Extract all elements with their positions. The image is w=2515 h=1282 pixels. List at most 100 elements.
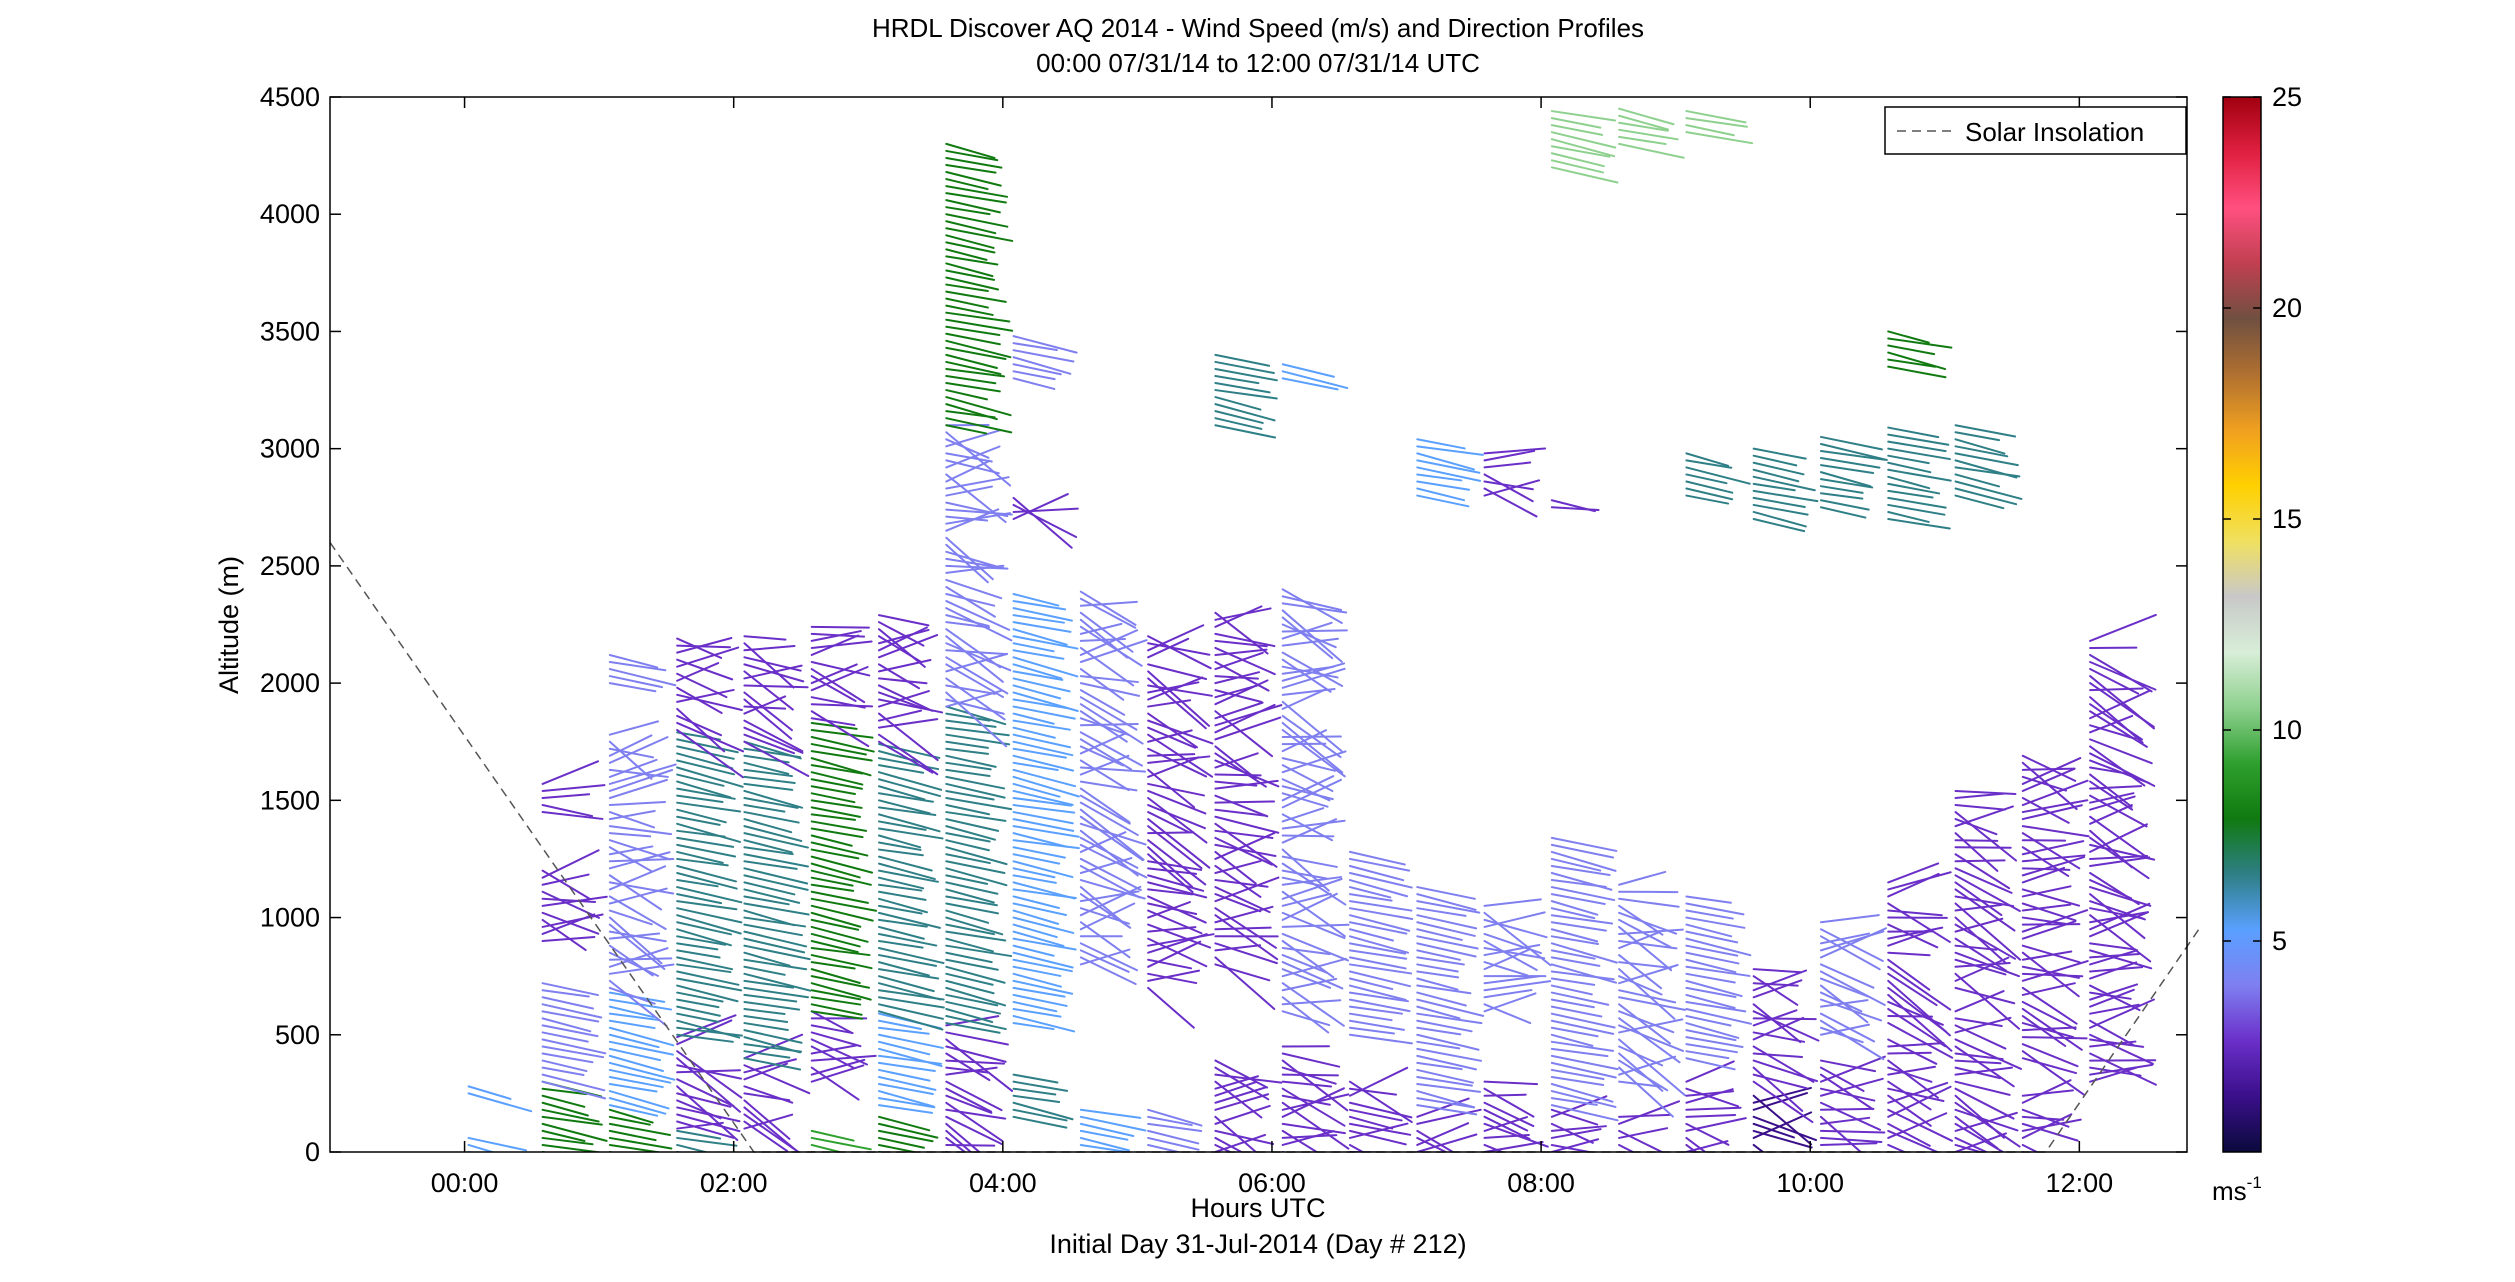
wind-barb — [541, 918, 587, 952]
wind-barb — [1550, 1143, 1595, 1152]
wind-barb — [1685, 1036, 1744, 1048]
wind-barb — [1281, 911, 1346, 940]
wind-barb — [1887, 951, 1931, 957]
wind-barb — [676, 794, 724, 803]
wind-barb — [1685, 1122, 1730, 1146]
wind-barb — [2089, 1033, 2154, 1065]
wind-barb — [467, 1151, 475, 1152]
wind-barb — [1550, 1128, 1602, 1139]
wind-barb — [945, 178, 989, 191]
wind-barb — [608, 881, 675, 895]
wind-barb — [2089, 1019, 2135, 1047]
wind-barb — [1214, 822, 1278, 868]
wind-barb — [945, 241, 996, 254]
wind-barb — [1550, 110, 1617, 122]
wind-barb — [1147, 677, 1207, 730]
wind-barb — [1685, 1060, 1735, 1083]
wind-barb — [1483, 947, 1546, 960]
wind-barb — [1012, 775, 1080, 798]
wind-barb — [945, 972, 994, 986]
wind-barb — [1887, 1122, 1931, 1147]
wind-barb — [1618, 1003, 1672, 1045]
wind-barb — [1214, 843, 1277, 857]
wind-barb — [608, 1136, 673, 1150]
wind-barb — [743, 923, 803, 937]
wind-barb — [2089, 983, 2139, 1001]
wind-barb — [1281, 890, 1346, 938]
wind-barb — [1214, 893, 1262, 913]
wind-barb — [2089, 745, 2146, 787]
wind-barb — [945, 846, 1008, 866]
wind-barb — [676, 822, 741, 843]
y-tick-label: 2000 — [260, 668, 320, 698]
wind-barb — [1147, 1108, 1203, 1127]
wind-barb — [1954, 937, 2008, 972]
wind-barb — [541, 1087, 588, 1096]
wind-barb — [1214, 815, 1280, 834]
wind-barb — [1685, 930, 1739, 944]
wind-barb — [541, 1108, 600, 1123]
wind-barb — [945, 353, 998, 370]
wind-barb — [1819, 984, 1869, 1024]
wind-barb — [1281, 377, 1339, 391]
wind-barb — [1483, 989, 1533, 999]
wind-barb — [877, 792, 934, 803]
wind-barb — [1147, 1151, 1154, 1152]
wind-barb — [1819, 1077, 1884, 1097]
wind-barb — [1752, 447, 1807, 460]
wind-barb — [1752, 1115, 1818, 1142]
wind-barb — [877, 883, 923, 892]
wind-barb — [945, 811, 1007, 822]
wind-barb — [1147, 1122, 1203, 1133]
wind-barb — [1281, 869, 1328, 880]
wind-barb — [945, 564, 1009, 570]
wind-barb — [2021, 1057, 2078, 1075]
wind-barb — [1685, 1007, 1753, 1025]
wind-barb — [1954, 956, 2010, 982]
wind-barb — [1348, 1129, 1407, 1146]
wind-barb — [1079, 801, 1139, 837]
wind-barb — [1752, 489, 1819, 503]
wind-barb — [1483, 980, 1552, 992]
wind-barb — [1483, 898, 1542, 907]
wind-barb — [1281, 616, 1334, 660]
wind-barb — [1147, 1136, 1200, 1151]
wind-barb — [541, 793, 591, 799]
wind-barb — [1214, 752, 1259, 769]
wind-barb — [743, 832, 809, 849]
wind-barb — [743, 1036, 802, 1054]
wind-barb — [676, 857, 729, 867]
wind-barb — [1012, 916, 1075, 934]
wind-barb — [877, 1090, 935, 1108]
wind-barb — [1079, 618, 1129, 659]
wind-barb — [1147, 676, 1204, 701]
wind-barb — [608, 811, 656, 829]
wind-barb — [1012, 503, 1078, 539]
wind-barb — [676, 644, 731, 649]
wind-barb — [1954, 811, 2018, 862]
wind-barb — [676, 745, 735, 760]
wind-barb — [1685, 110, 1747, 124]
wind-barb — [608, 801, 666, 807]
wind-barb — [1079, 1122, 1135, 1137]
wind-barb — [1887, 344, 1936, 356]
wind-barb — [1012, 1022, 1055, 1031]
wind-barb — [945, 346, 1007, 360]
wind-barb — [1079, 668, 1125, 701]
wind-barb — [1012, 670, 1064, 681]
wind-barb — [541, 1059, 588, 1073]
wind-barb — [1685, 1106, 1742, 1111]
wind-barb — [1483, 1141, 1544, 1152]
wind-barb — [1618, 1100, 1681, 1125]
wind-barb — [1012, 698, 1069, 710]
wind-barb — [945, 614, 990, 627]
wind-barb — [608, 865, 667, 891]
wind-barb — [945, 768, 991, 778]
wind-barb — [1887, 993, 1953, 1052]
wind-barb — [945, 832, 991, 843]
wind-barb — [676, 1113, 741, 1133]
wind-barb — [1012, 782, 1061, 798]
wind-barb — [1550, 935, 1600, 946]
wind-barb — [1214, 661, 1270, 692]
wind-barb — [608, 1040, 674, 1056]
